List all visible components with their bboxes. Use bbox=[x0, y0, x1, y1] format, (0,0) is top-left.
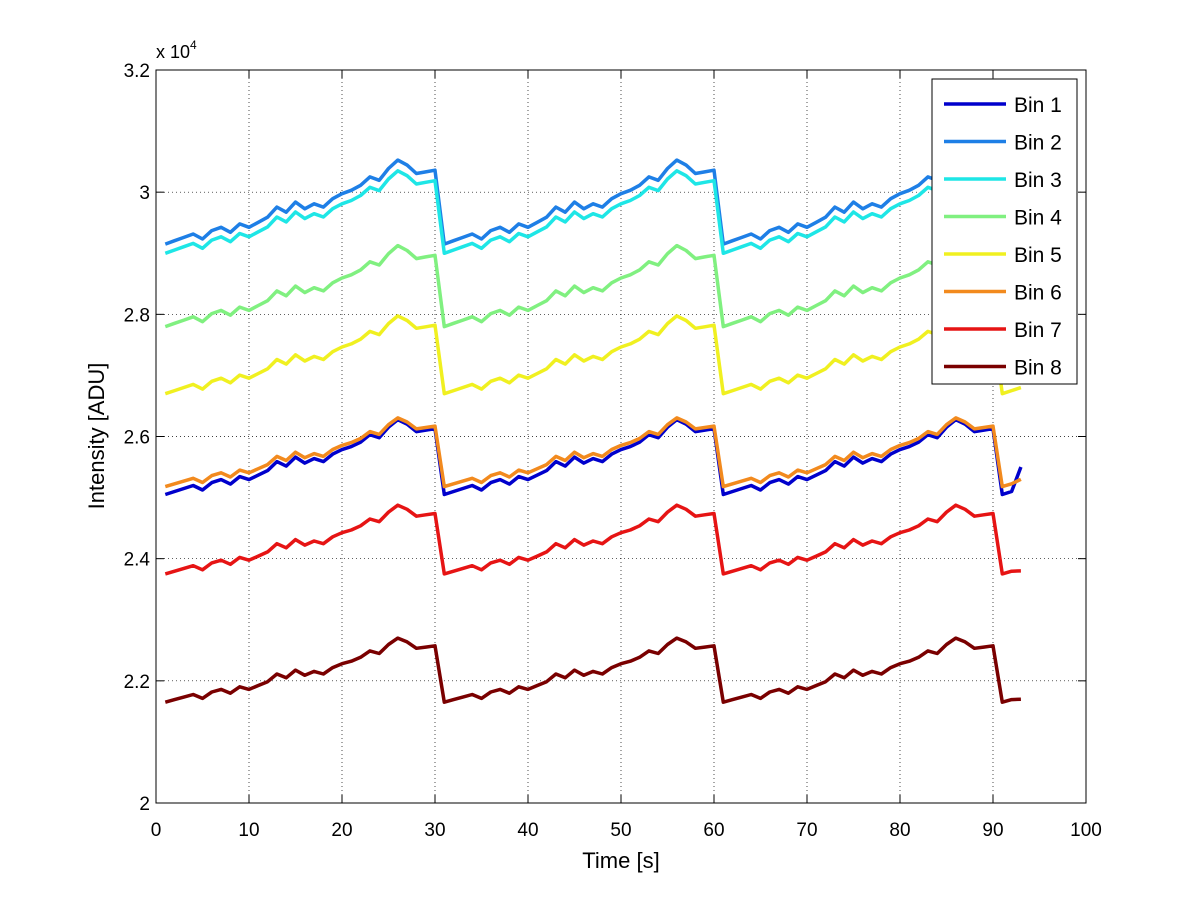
x-tick-label: 60 bbox=[703, 820, 724, 841]
series-line-bin-7 bbox=[164, 503, 1021, 576]
series-line-bin-3 bbox=[164, 169, 1021, 256]
series-line-bin-4 bbox=[164, 243, 1022, 329]
series-line-bin-5 bbox=[164, 314, 1022, 396]
series-layer bbox=[164, 158, 1023, 704]
legend-label: Bin 4 bbox=[1014, 207, 1062, 230]
series-line-bin-8 bbox=[164, 636, 1021, 704]
legend-label: Bin 6 bbox=[1014, 282, 1062, 305]
x-tick-label: 100 bbox=[1070, 820, 1102, 841]
legend: Bin 1 Bin 2 Bin 3 Bin 4 Bin 5 Bin 6 Bin 7 Bin 8 bbox=[931, 78, 1078, 385]
series-line-bin-1 bbox=[164, 417, 1023, 497]
x-tick-label: 50 bbox=[610, 820, 631, 841]
y-multiplier: x 104 bbox=[156, 38, 197, 62]
legend-label: Bin 8 bbox=[1014, 357, 1062, 380]
legend-box bbox=[931, 78, 1078, 385]
x-tick-label: 20 bbox=[331, 820, 352, 841]
y-multiplier-exponent: 4 bbox=[190, 38, 197, 52]
legend-label: Bin 7 bbox=[1014, 319, 1062, 342]
y-tick-label: 2.4 bbox=[124, 550, 151, 571]
legend-label: Bin 1 bbox=[1014, 94, 1062, 117]
y-tick-label: 3.2 bbox=[124, 61, 150, 82]
legend-label: Bin 5 bbox=[1014, 244, 1062, 267]
y-axis-label: Intensity [ADU] bbox=[84, 363, 109, 510]
x-tick-label: 70 bbox=[796, 820, 817, 841]
x-tick-label: 0 bbox=[151, 820, 162, 841]
series-line-bin-6 bbox=[164, 416, 1022, 489]
legend-label: Bin 2 bbox=[1014, 132, 1062, 155]
y-tick-label: 2.6 bbox=[124, 428, 150, 449]
y-tick-label: 2.2 bbox=[124, 672, 150, 693]
series-line-bin-2 bbox=[164, 158, 1022, 246]
axis-ticks: 0 10 20 30 40 50 60 70 80 90 100 2 2.2 2.4 2.6 2.8 3 3.2 bbox=[124, 61, 1102, 841]
y-multiplier-base: x 10 bbox=[156, 42, 190, 62]
x-tick-label: 30 bbox=[424, 820, 445, 841]
y-tick-label: 2.8 bbox=[124, 305, 150, 326]
y-tick-label: 2 bbox=[139, 794, 150, 815]
x-axis-label: Time [s] bbox=[582, 848, 659, 873]
x-tick-label: 40 bbox=[517, 820, 538, 841]
legend-label: Bin 3 bbox=[1014, 169, 1062, 192]
x-tick-label: 80 bbox=[889, 820, 910, 841]
x-tick-label: 90 bbox=[982, 820, 1003, 841]
x-tick-label: 10 bbox=[238, 820, 259, 841]
y-tick-label: 3 bbox=[139, 183, 150, 204]
